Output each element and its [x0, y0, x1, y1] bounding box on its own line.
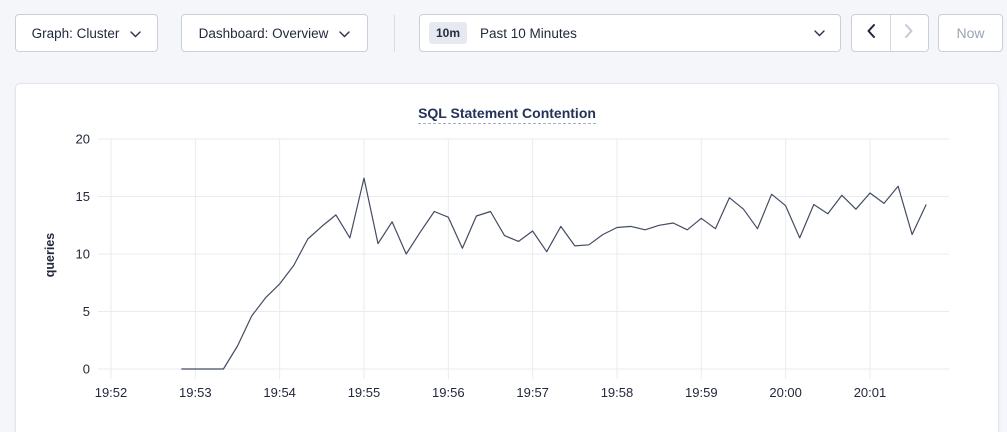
sql-contention-line-chart[interactable]: 0 5 10 15 20 19:52 19:53 19:54 19:55 19:56 19:57 19… — [16, 84, 1000, 432]
chart-panel: SQL Statement Contention 0 5 10 15 20 19:52 19… — [15, 83, 999, 432]
x-tick-label: 20:01 — [854, 385, 887, 400]
chevron-left-icon — [866, 23, 876, 44]
dashboard-dropdown-label: Dashboard: Overview — [198, 25, 329, 41]
chevron-down-icon — [814, 24, 825, 42]
y-tick-label: 5 — [83, 304, 90, 319]
y-axis-label: queries — [43, 233, 57, 278]
x-tick-label: 19:53 — [179, 385, 212, 400]
toolbar-divider — [394, 15, 395, 52]
x-tick-label: 20:00 — [769, 385, 802, 400]
now-button[interactable]: Now — [938, 14, 1003, 52]
y-tick-label: 20 — [76, 132, 90, 147]
x-tick-label: 19:58 — [601, 385, 634, 400]
metric-line — [181, 177, 927, 370]
x-tick-label: 19:59 — [685, 385, 718, 400]
time-range-badge: 10m — [429, 22, 468, 44]
prev-time-button[interactable] — [852, 15, 890, 51]
chevron-down-icon — [339, 26, 351, 41]
x-tick-label: 19:57 — [516, 385, 549, 400]
time-step-button-group — [851, 14, 929, 52]
graph-dropdown[interactable]: Graph: Cluster — [15, 14, 158, 52]
chart-title-row: SQL Statement Contention — [16, 105, 998, 124]
x-tick-label: 19:55 — [348, 385, 381, 400]
dashboard-dropdown[interactable]: Dashboard: Overview — [181, 14, 368, 52]
time-range-value: Past 10 Minutes — [480, 25, 577, 41]
x-tick-label: 19:54 — [263, 385, 296, 400]
y-tick-label: 0 — [83, 362, 90, 377]
graph-dropdown-label: Graph: Cluster — [31, 25, 120, 41]
x-tick-label: 19:56 — [432, 385, 465, 400]
x-tick-label: 19:52 — [95, 385, 128, 400]
next-time-button[interactable] — [889, 15, 929, 51]
now-button-label: Now — [956, 25, 985, 41]
y-tick-label: 15 — [76, 189, 90, 204]
time-range-select[interactable]: 10m Past 10 Minutes — [419, 14, 841, 52]
chevron-right-icon — [904, 23, 914, 44]
y-tick-label: 10 — [76, 247, 90, 262]
chevron-down-icon — [130, 26, 142, 41]
chart-title[interactable]: SQL Statement Contention — [418, 105, 596, 124]
